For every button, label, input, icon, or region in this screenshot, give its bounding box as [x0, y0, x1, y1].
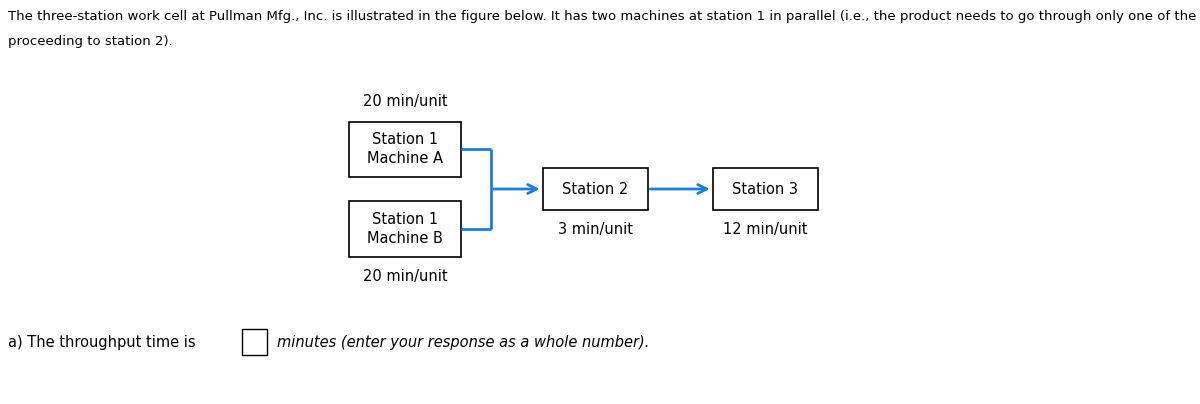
- Text: Station 2: Station 2: [562, 181, 628, 196]
- FancyBboxPatch shape: [242, 329, 266, 355]
- Text: Station 1
Machine A: Station 1 Machine A: [367, 132, 443, 166]
- Text: proceeding to station 2).: proceeding to station 2).: [8, 35, 173, 48]
- Text: Station 1
Machine B: Station 1 Machine B: [367, 212, 443, 246]
- Text: Station 3: Station 3: [732, 181, 798, 196]
- Text: a) The throughput time is: a) The throughput time is: [8, 335, 196, 349]
- FancyBboxPatch shape: [542, 168, 648, 210]
- Text: minutes (enter your response as a whole number).: minutes (enter your response as a whole …: [277, 335, 649, 349]
- FancyBboxPatch shape: [713, 168, 817, 210]
- FancyBboxPatch shape: [349, 202, 461, 257]
- Text: The three-station work cell at Pullman Mfg., Inc. is illustrated in the figure b: The three-station work cell at Pullman M…: [8, 10, 1200, 23]
- Text: 20 min/unit: 20 min/unit: [362, 269, 448, 284]
- Text: 12 min/unit: 12 min/unit: [722, 222, 808, 237]
- FancyBboxPatch shape: [349, 122, 461, 177]
- Text: 20 min/unit: 20 min/unit: [362, 93, 448, 109]
- Text: 3 min/unit: 3 min/unit: [558, 222, 632, 237]
